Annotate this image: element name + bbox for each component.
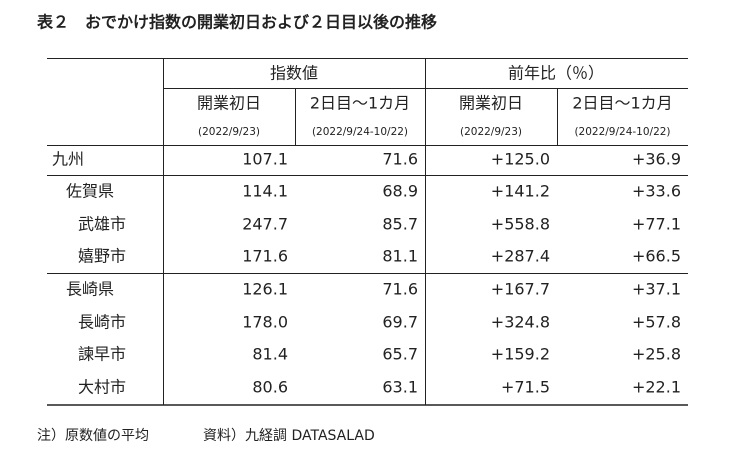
cell: 114.1 <box>242 182 288 201</box>
cell: +37.1 <box>632 280 681 299</box>
cell: 81.4 <box>252 345 288 364</box>
cell: 71.6 <box>382 280 418 299</box>
footnote: 注）原数値の平均 <box>37 428 149 444</box>
row-label: 大村市 <box>78 378 126 397</box>
cell: 71.6 <box>382 150 418 169</box>
cell: 107.1 <box>242 150 288 169</box>
cell: +25.8 <box>632 345 681 364</box>
cell: +287.4 <box>491 247 550 266</box>
period: (2022/9/23) <box>198 126 260 138</box>
cell: 85.7 <box>382 215 418 234</box>
title: 表２ おでかけ指数の開業初日および２日目以後の推移 <box>36 13 437 32</box>
cell: +57.8 <box>632 313 681 332</box>
cell: 80.6 <box>252 378 288 397</box>
cell: +36.9 <box>632 150 681 169</box>
cell: 69.7 <box>382 313 418 332</box>
cell: 63.1 <box>382 378 418 397</box>
cell: +71.5 <box>501 378 550 397</box>
cell: +77.1 <box>632 215 681 234</box>
row-label: 佐賀県 <box>66 182 114 201</box>
column-header: 開業初日 <box>459 94 523 113</box>
row-label: 嬉野市 <box>78 247 126 266</box>
cell: +141.2 <box>491 182 550 201</box>
period: (2022/9/23) <box>460 126 522 138</box>
source: 資料）九経調 DATASALAD <box>203 428 375 444</box>
row-label: 九州 <box>52 150 84 169</box>
cell: 81.1 <box>382 247 418 266</box>
group-header: 指数値 <box>270 64 318 83</box>
cell: 65.7 <box>382 345 418 364</box>
row-label: 武雄市 <box>78 215 126 234</box>
cell: +167.7 <box>491 280 550 299</box>
cell: 126.1 <box>242 280 288 299</box>
row-label: 長崎市 <box>78 313 126 332</box>
cell: +22.1 <box>632 378 681 397</box>
column-header: 開業初日 <box>197 94 261 113</box>
cell: +324.8 <box>491 313 550 332</box>
row-label: 長崎県 <box>66 280 114 299</box>
cell: 171.6 <box>242 247 288 266</box>
period: (2022/9/24-10/22) <box>574 126 670 138</box>
cell: +558.8 <box>491 215 550 234</box>
cell: 178.0 <box>242 313 288 332</box>
column-header: 2日目〜1カ月 <box>310 94 410 113</box>
cell: +159.2 <box>491 345 550 364</box>
cell: +125.0 <box>491 150 550 169</box>
period: (2022/9/24-10/22) <box>312 126 408 138</box>
row-label: 諫早市 <box>78 345 126 364</box>
group-header: 前年比（％） <box>508 64 604 83</box>
cell: +66.5 <box>632 247 681 266</box>
column-header: 2日目〜1カ月 <box>572 94 672 113</box>
cell: 68.9 <box>382 182 418 201</box>
cell: 247.7 <box>242 215 288 234</box>
cell: +33.6 <box>632 182 681 201</box>
